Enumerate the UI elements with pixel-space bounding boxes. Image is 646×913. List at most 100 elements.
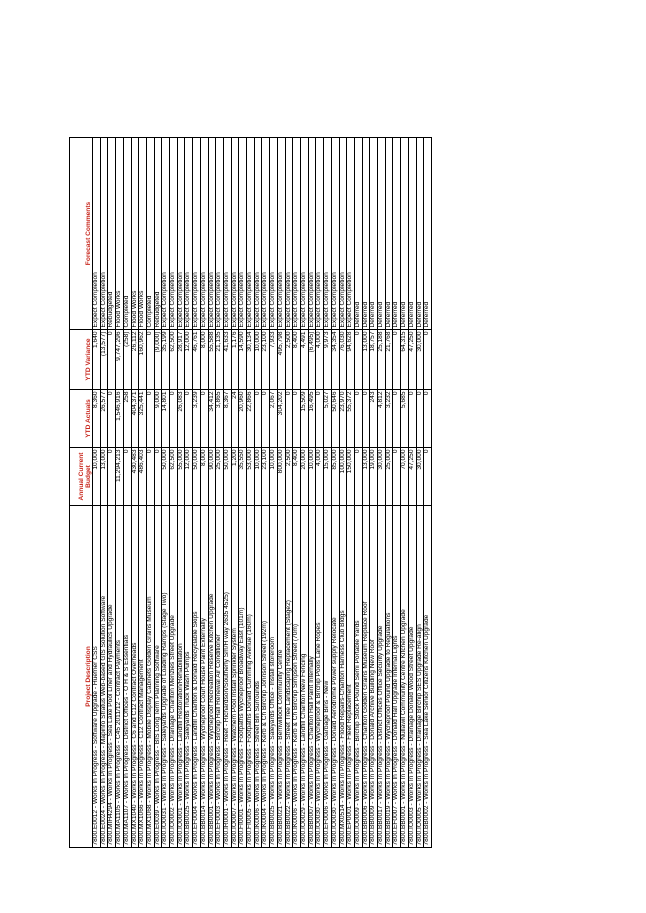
cell-project-description: 7800.BB0022 - Works In Progress - Street… bbox=[285, 505, 293, 848]
cell-project-description: 7800.IK0006 - Works In Progress - Street… bbox=[254, 505, 262, 848]
cell-ytd-variance: 1,176 bbox=[231, 329, 239, 390]
cell-forecast-comments: Expect Completion bbox=[161, 137, 170, 330]
table-row: 7800.BB0025 - Works In Progress - Saleya… bbox=[184, 137, 193, 848]
cell-ytd-actuals: 0 bbox=[146, 389, 155, 448]
table-row: 7800.IO0030 - Works In Progress - Wychep… bbox=[315, 137, 324, 848]
cell-project-description: 7800.BB0007 - Works In Progress - Charlt… bbox=[308, 505, 316, 848]
cell-project-description: 7800.BB0002 - Works In Progress - Sea La… bbox=[423, 505, 432, 848]
cell-ytd-actuals: 15,509 bbox=[300, 389, 309, 448]
table-row: 7800.MX1068 - Works In Progress - Mobile… bbox=[146, 137, 155, 848]
cell-project-description: 7800.EF0004 - Works In Progress - Landfi… bbox=[192, 505, 201, 848]
cell-ytd-actuals: 404,371 bbox=[131, 389, 139, 448]
cell-ytd-variance: 34,354 bbox=[331, 329, 339, 390]
cell-ytd-actuals: 0 bbox=[392, 389, 401, 448]
cell-ytd-actuals: 2,067 bbox=[269, 389, 278, 448]
cell-ytd-variance: (9,000) bbox=[154, 329, 162, 390]
cell-forecast-comments: Deferred bbox=[377, 137, 386, 330]
cell-project-description: 7800.EF0003 - Works In Progress - Birchi… bbox=[215, 505, 224, 848]
cell-ytd-variance: 0 bbox=[107, 329, 116, 390]
table-row: 7800.FI0005 - Works In Progress - Footpa… bbox=[246, 137, 255, 848]
table-row: 7800.BB0019 - Works In Progress - Wychep… bbox=[385, 137, 393, 848]
cell-ytd-actuals: 0 bbox=[169, 389, 178, 448]
cell-ytd-variance: 0 bbox=[392, 329, 401, 390]
cell-annual-current-budget: 90,000 bbox=[208, 447, 216, 506]
cell-forecast-comments: Flood Works bbox=[115, 137, 124, 330]
cell-annual-current-budget: 70,000 bbox=[400, 447, 409, 506]
cell-ytd-variance: 23,100 bbox=[261, 329, 270, 390]
cell-annual-current-budget: 0 bbox=[423, 447, 432, 506]
cell-annual-current-budget: 486,403 bbox=[138, 447, 147, 506]
cell-annual-current-budget: 0 bbox=[107, 447, 116, 506]
cell-forecast-comments: Flood Works bbox=[131, 137, 139, 330]
cell-forecast-comments: Deferred bbox=[354, 137, 363, 330]
cell-forecast-comments: Expect Completion bbox=[331, 137, 339, 330]
header-annual-current-budget: Annual Current Budget bbox=[69, 447, 93, 506]
cell-ytd-variance: 8,400 bbox=[292, 329, 301, 390]
table-row: 7800.BB0006 - Works In Progress - Charlt… bbox=[362, 137, 370, 848]
cell-ytd-actuals: 243 bbox=[369, 389, 378, 448]
cell-forecast-comments: Expect Completion bbox=[231, 137, 239, 330]
cell-forecast-comments: Expect Completion bbox=[261, 137, 270, 330]
table-row: 7800.IO0029 - Works In Progress - Landfi… bbox=[300, 137, 309, 848]
table-row: 7800.BB0014 - Works In Progress - Wychep… bbox=[200, 137, 209, 848]
cell-project-description: 7800.IO0030 - Works In Progress - Donald… bbox=[331, 505, 339, 848]
cell-project-description: 7800.IK0004 - Works In Progress - Kerb &… bbox=[261, 505, 270, 848]
cell-forecast-comments: Expect Completion bbox=[277, 137, 286, 330]
cell-ytd-actuals: 16,495 bbox=[308, 389, 316, 448]
cell-annual-current-budget: 85,000 bbox=[331, 447, 339, 506]
cell-project-description: 7800.IR0001 - Works In Progress - Reet -… bbox=[223, 505, 232, 848]
cell-ytd-actuals: 0 bbox=[354, 389, 363, 448]
cell-ytd-actuals: 0 bbox=[254, 389, 262, 448]
table-row: 7800.EF0006 - Works In Progress - Garbag… bbox=[323, 137, 332, 848]
cell-ytd-actuals: 0 bbox=[261, 389, 270, 448]
cell-annual-current-budget: 100,000 bbox=[339, 447, 347, 506]
cell-project-description: 7800.IO0031 - Works In Progress - Saleya… bbox=[161, 505, 170, 848]
table-row: 7800.IO0030 - Works In Progress - Donald… bbox=[331, 137, 339, 848]
cell-annual-current-budget: 0 bbox=[154, 447, 162, 506]
cell-ytd-actuals: 22,866 bbox=[246, 389, 255, 448]
cell-ytd-actuals: 0 bbox=[285, 389, 293, 448]
cell-project-description: 7800.MX1066 - Works In Progress - C12 Co… bbox=[138, 505, 147, 848]
cell-ytd-actuals: 20,960 bbox=[238, 389, 247, 448]
cell-forecast-comments: Expect Completion bbox=[177, 137, 185, 330]
table-row: 7800.MA1105 - Works In Progress - C45 20… bbox=[115, 137, 124, 848]
table-row: 7800.IO0031 - Works In Progress - Saleya… bbox=[161, 137, 170, 848]
cell-ytd-actuals: 1,546,916 bbox=[115, 389, 124, 448]
cell-ytd-actuals: 4,812 bbox=[377, 389, 386, 448]
cell-ytd-actuals: 0 bbox=[416, 389, 424, 448]
cell-ytd-actuals: 34,412 bbox=[208, 389, 216, 448]
cell-project-description: 7800.BB0001 - Works In Progress - Nullaw… bbox=[400, 505, 409, 848]
cell-ytd-variance: 30,134 bbox=[246, 329, 255, 390]
cell-annual-current-budget: 13,000 bbox=[100, 447, 108, 506]
table-row: 7800.IR0001 - Works In Progress - Reet -… bbox=[223, 137, 232, 848]
cell-annual-current-budget: 0 bbox=[146, 447, 155, 506]
cell-annual-current-budget: 62,500 bbox=[169, 447, 178, 506]
cell-ytd-actuals: 9,000 bbox=[154, 389, 162, 448]
cell-annual-current-budget: 4,000 bbox=[315, 447, 324, 506]
table-row: 7800.IO0005 - Works In Progress - Draina… bbox=[416, 137, 424, 848]
cell-ytd-actuals: 3,865 bbox=[215, 389, 224, 448]
cell-ytd-variance: 28,917 bbox=[177, 329, 185, 390]
cell-forecast-comments: Expect Completion bbox=[192, 137, 201, 330]
cell-ytd-actuals: 24 bbox=[231, 389, 239, 448]
table-row: 7800.MIH4294 - Works In Progress - Sea L… bbox=[107, 137, 116, 848]
cell-forecast-comments: Expect Completion bbox=[285, 137, 293, 330]
table-row: 7800.BB0017 - Works In Progress - Distri… bbox=[377, 137, 386, 848]
cell-ytd-variance: 62,500 bbox=[169, 329, 178, 390]
cell-project-description: 7800.E0039 - Works In Progress - BIS Lon… bbox=[154, 505, 162, 848]
cell-annual-current-budget: 55,000 bbox=[177, 447, 185, 506]
cell-ytd-variance: 21,135 bbox=[215, 329, 224, 390]
cell-ytd-variance: 21,768 bbox=[385, 329, 393, 390]
cell-annual-current-budget: 8,400 bbox=[292, 447, 301, 506]
cell-ytd-actuals: 3,239 bbox=[192, 389, 201, 448]
cell-ytd-variance: 4,491 bbox=[300, 329, 309, 390]
cell-ytd-variance: 9,973 bbox=[323, 329, 332, 390]
cell-annual-current-budget: 23,100 bbox=[261, 447, 270, 506]
cell-forecast-comments: Deferred bbox=[416, 137, 424, 330]
table-row: 7800.IK0004 - Works In Progress - Kerb &… bbox=[261, 137, 270, 848]
cell-forecast-comments: Expect Completion bbox=[184, 137, 193, 330]
cell-annual-current-budget: 0 bbox=[123, 447, 132, 506]
cell-project-description: 7800.FI0005 - Works In Progress - Footpa… bbox=[246, 505, 255, 848]
cell-ytd-actuals: 0 bbox=[184, 389, 193, 448]
